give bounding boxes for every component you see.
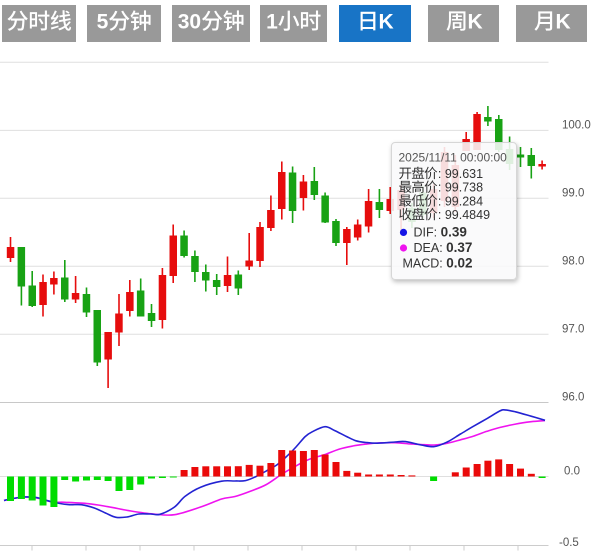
svg-text:2025/11/11 00:00:00: 2025/11/11 00:00:00	[399, 151, 508, 165]
svg-text:3: 3	[177, 11, 189, 34]
svg-text:K: K	[467, 11, 482, 34]
svg-text:K: K	[379, 11, 394, 34]
svg-text:96.0: 96.0	[562, 391, 584, 403]
svg-text:K: K	[555, 11, 570, 34]
svg-text:: 99.284: : 99.284	[438, 194, 483, 208]
svg-text:: 99.738: : 99.738	[438, 181, 483, 195]
svg-text:MACD: 0.02: MACD: 0.02	[403, 256, 473, 271]
svg-text:-0.5: -0.5	[559, 537, 579, 549]
svg-text:97.0: 97.0	[562, 323, 584, 335]
svg-text:0.0: 0.0	[564, 466, 580, 478]
svg-text:DEA: 0.37: DEA: 0.37	[414, 240, 473, 255]
svg-text:: 99.4849: : 99.4849	[438, 208, 490, 222]
svg-text:1: 1	[266, 11, 278, 34]
svg-text:0: 0	[189, 11, 201, 34]
svg-text:98.0: 98.0	[562, 256, 584, 268]
svg-text:DIF: 0.39: DIF: 0.39	[414, 225, 467, 240]
svg-text:99.0: 99.0	[562, 188, 584, 200]
svg-text:5: 5	[97, 11, 109, 34]
svg-text:100.0: 100.0	[562, 120, 591, 132]
svg-text:: 99.631: : 99.631	[438, 167, 483, 181]
